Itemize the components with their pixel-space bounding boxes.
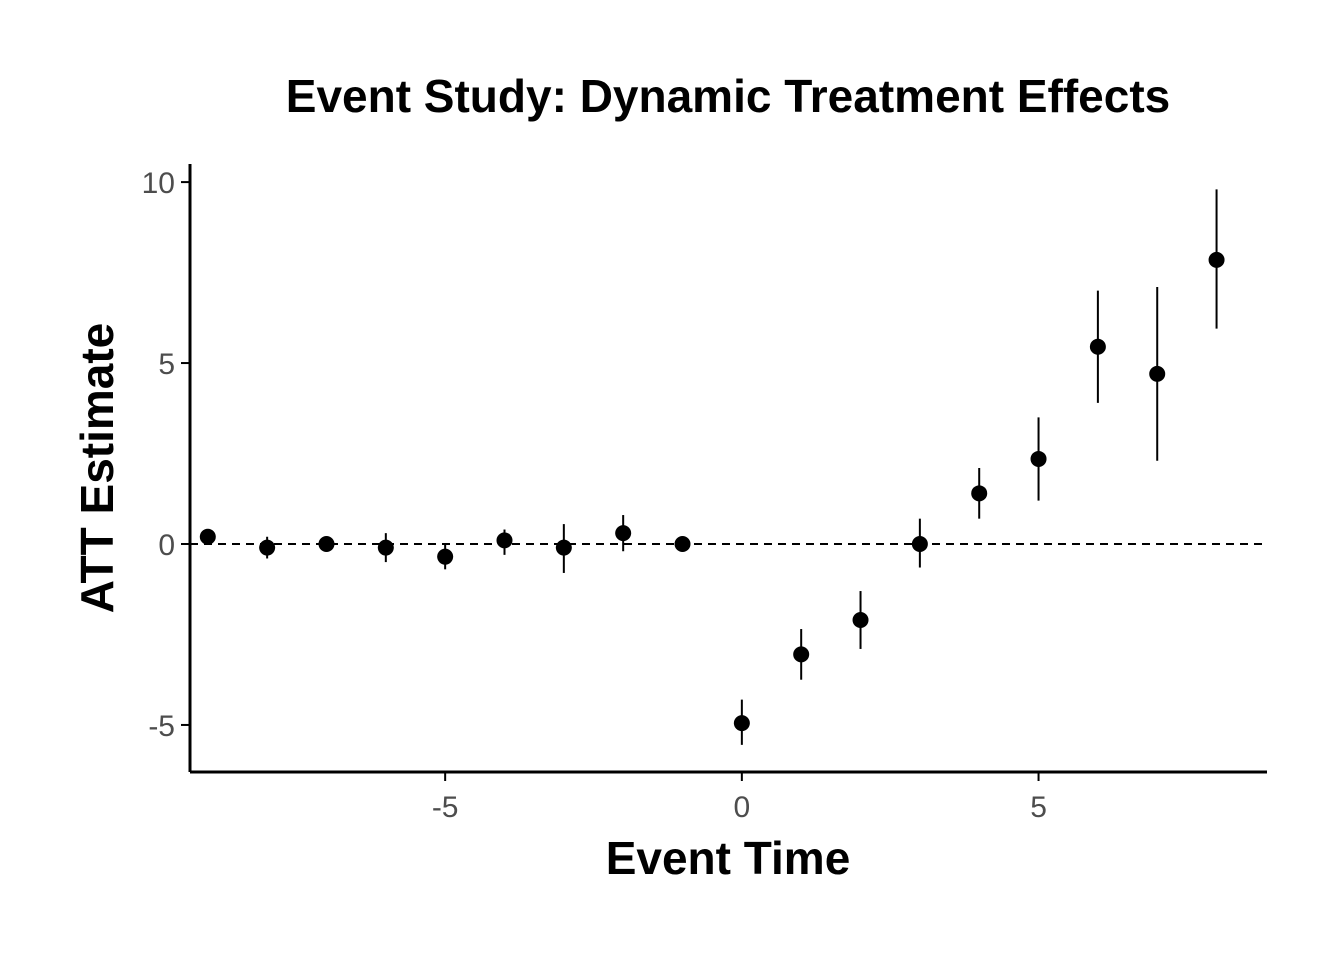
data-point: [733, 715, 750, 732]
x-axis-title: Event Time: [606, 832, 851, 884]
data-point: [555, 539, 572, 556]
data-point: [377, 539, 394, 556]
data-point: [199, 528, 216, 545]
data-point: [259, 539, 276, 556]
data-point: [496, 532, 513, 549]
data-point: [437, 548, 454, 565]
y-tick-label: 10: [142, 167, 175, 200]
data-point: [852, 612, 869, 628]
y-axis-title: ATT Estimate: [71, 323, 123, 614]
data-points: [199, 251, 1225, 732]
x-tick-label: 5: [1030, 791, 1047, 824]
data-point: [793, 646, 810, 663]
y-axis-ticks: -5 0 5 10: [142, 167, 190, 743]
data-point: [1149, 365, 1166, 382]
data-point: [674, 536, 691, 552]
y-tick-label: 5: [158, 348, 175, 381]
data-point: [911, 536, 928, 552]
y-tick-label: 0: [158, 529, 175, 562]
chart-title: Event Study: Dynamic Treatment Effects: [286, 70, 1170, 122]
data-point: [1089, 338, 1106, 355]
x-tick-label: 0: [734, 791, 751, 824]
data-point: [1208, 251, 1225, 268]
data-point: [971, 485, 988, 502]
error-bars: [266, 189, 1218, 745]
x-tick-label: -5: [432, 791, 459, 824]
data-point: [318, 536, 335, 552]
data-point: [1030, 450, 1047, 467]
data-point: [615, 525, 632, 542]
y-tick-label: -5: [148, 710, 175, 743]
x-axis-ticks: -5 0 5: [432, 772, 1047, 824]
plot-area: [190, 189, 1267, 745]
